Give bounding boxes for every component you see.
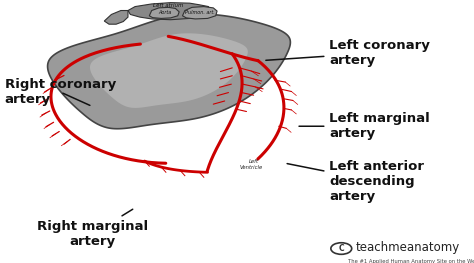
Text: Left marginal
artery: Left marginal artery	[299, 112, 430, 140]
Polygon shape	[47, 14, 291, 129]
Text: teachmeanatomy: teachmeanatomy	[356, 241, 460, 254]
Text: Left: Left	[248, 159, 259, 164]
Text: The #1 Applied Human Anatomy Site on the Web.: The #1 Applied Human Anatomy Site on the…	[348, 259, 474, 263]
Text: Right marginal
artery: Right marginal artery	[37, 209, 148, 248]
Text: Left coronary
artery: Left coronary artery	[266, 39, 430, 67]
Text: Right coronary
artery: Right coronary artery	[5, 78, 116, 106]
Polygon shape	[182, 7, 217, 19]
Text: Left atrium: Left atrium	[153, 3, 183, 8]
Text: Pulmon. art.: Pulmon. art.	[185, 10, 215, 15]
Polygon shape	[149, 7, 179, 18]
Text: Aorta: Aorta	[158, 10, 171, 15]
Text: Ventricle: Ventricle	[239, 165, 263, 170]
Text: C: C	[338, 244, 344, 253]
Text: Left anterior
descending
artery: Left anterior descending artery	[287, 160, 424, 203]
Polygon shape	[128, 3, 209, 20]
Polygon shape	[90, 33, 248, 108]
Polygon shape	[104, 11, 128, 24]
